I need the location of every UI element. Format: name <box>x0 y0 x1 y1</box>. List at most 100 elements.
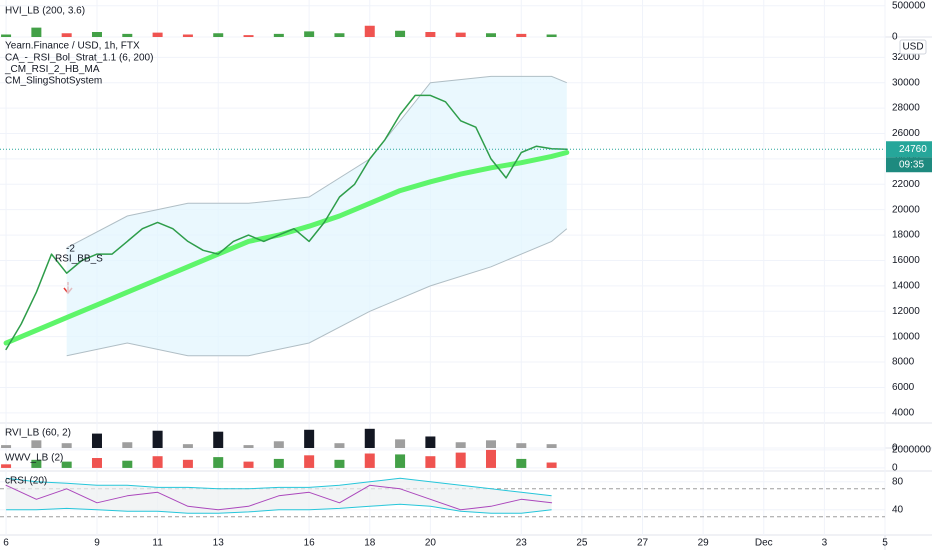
band-fill <box>66 76 567 356</box>
bar <box>273 458 284 468</box>
bar <box>455 442 466 448</box>
x-tick-label: 25 <box>576 538 588 549</box>
bar <box>182 444 193 448</box>
y-tick-label: 80 <box>892 476 904 487</box>
x-tick-label: 9 <box>94 538 100 549</box>
last-price-tag <box>886 141 932 158</box>
bar <box>395 30 406 37</box>
bar <box>485 449 496 468</box>
bar <box>213 457 224 468</box>
x-tick-label: 29 <box>698 538 710 549</box>
bar <box>304 31 315 37</box>
bar <box>364 453 375 468</box>
pane-title: Yearn.Finance / USD, 1h, FTX <box>5 41 140 52</box>
x-tick-label: 18 <box>364 538 376 549</box>
bar <box>304 429 315 448</box>
bar <box>304 455 315 468</box>
bar <box>485 33 496 37</box>
y-tick-label: 10000 <box>892 331 920 342</box>
y-tick-label: 18000 <box>892 230 920 241</box>
y-tick-label: 8000 <box>892 357 915 368</box>
bar <box>485 440 496 448</box>
y-tick-label: 0 <box>892 463 898 474</box>
annotation: RSI_BB_S <box>55 254 103 265</box>
indicator-label: CM_SlingShotSystem <box>5 76 102 87</box>
bar <box>122 442 133 448</box>
bar <box>1 464 12 468</box>
bar <box>61 33 72 37</box>
bar <box>61 443 72 448</box>
bar <box>152 456 163 468</box>
series-line <box>5 94 568 351</box>
band-upper <box>66 75 567 249</box>
y-tick-label: 12000 <box>892 306 920 317</box>
x-tick-label: 23 <box>516 538 528 549</box>
indicator-label: CA_-_RSI_Bol_Strat_1.1 (6, 200) <box>5 53 153 64</box>
pane-title: cRSI (20) <box>5 476 47 487</box>
bar <box>364 25 375 37</box>
y-tick-label: 32000 <box>892 52 920 63</box>
bar <box>273 33 284 37</box>
bar <box>213 33 224 37</box>
series-line <box>5 484 553 511</box>
bar <box>334 443 345 448</box>
bar <box>91 32 102 37</box>
y-tick-label: 6000 <box>892 382 915 393</box>
bar <box>425 456 436 468</box>
y-tick-label: 0 <box>892 32 898 43</box>
bar <box>152 430 163 448</box>
bar <box>122 33 133 37</box>
bar <box>546 444 557 448</box>
y-tick-label: 4000 <box>892 407 915 418</box>
bar <box>213 431 224 448</box>
x-tick-label: 11 <box>152 538 163 549</box>
y-tick-label: 20000 <box>892 204 920 215</box>
bar <box>546 462 557 468</box>
bar <box>273 441 284 448</box>
bar <box>364 428 375 448</box>
bar <box>1 445 12 448</box>
pane-title: HVI_LB (200, 3.6) <box>5 6 85 17</box>
pane-title: WWV_LB (2) <box>5 453 63 464</box>
time-tag <box>886 157 932 173</box>
band-lower <box>6 503 552 514</box>
bar <box>243 461 254 468</box>
y-tick-label: 28000 <box>892 103 920 114</box>
band-upper <box>6 477 552 497</box>
time-label: 09:35 <box>899 159 924 170</box>
bar <box>516 458 527 468</box>
bar <box>182 34 193 37</box>
bar <box>546 34 557 37</box>
currency-label: USD <box>902 42 923 53</box>
y-tick-label: 40 <box>892 504 904 515</box>
bar <box>334 459 345 468</box>
last-price-label: 24760 <box>899 144 927 155</box>
bar <box>31 440 42 448</box>
pane-title: RVI_LB (60, 2) <box>5 428 71 439</box>
y-tick-label: 0 <box>892 443 898 454</box>
bar <box>91 458 102 468</box>
bar <box>334 33 345 37</box>
x-tick-label: 5 <box>882 538 888 549</box>
y-tick-label: 22000 <box>892 179 920 190</box>
bar <box>516 443 527 448</box>
bar <box>1 34 12 37</box>
bar <box>152 32 163 37</box>
indicator-label: _CM_RSI_2_HB_MA <box>4 64 100 75</box>
x-tick-label: 13 <box>213 538 225 549</box>
y-tick-label: 500000 <box>892 0 926 11</box>
bar <box>455 32 466 37</box>
annotation: -2 <box>66 244 75 255</box>
y-tick-label: 26000 <box>892 128 920 139</box>
x-tick-label: 20 <box>425 538 437 549</box>
band-lower <box>66 228 568 357</box>
bar <box>425 32 436 37</box>
x-tick-label: 6 <box>3 538 9 549</box>
bar <box>395 439 406 448</box>
bar <box>243 35 254 37</box>
bar <box>516 33 527 37</box>
x-tick-label: Dec <box>755 538 773 549</box>
bar <box>395 454 406 468</box>
x-tick-label: 27 <box>637 538 649 549</box>
bar <box>122 460 133 468</box>
